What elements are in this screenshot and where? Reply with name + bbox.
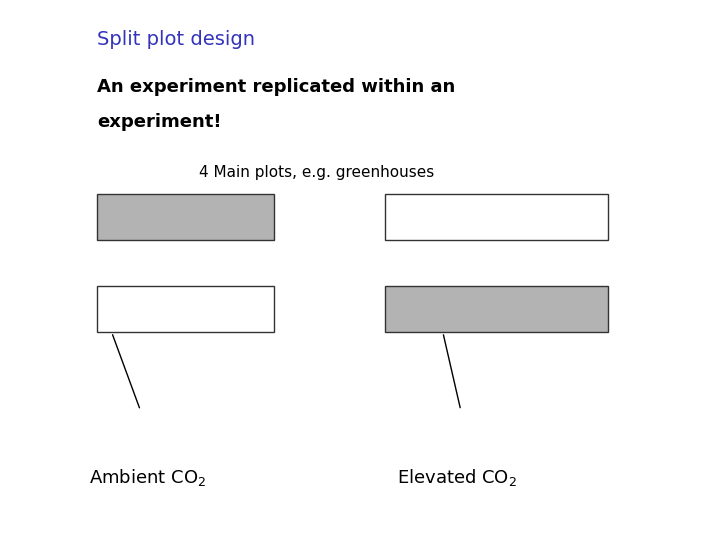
Text: Elevated CO$_2$: Elevated CO$_2$: [397, 467, 517, 488]
Bar: [385, 194, 608, 240]
Bar: [97, 286, 274, 332]
Text: An experiment replicated within an: An experiment replicated within an: [97, 78, 456, 96]
Text: experiment!: experiment!: [97, 113, 222, 131]
Bar: [97, 194, 274, 240]
Text: Split plot design: Split plot design: [97, 30, 255, 49]
Bar: [385, 286, 608, 332]
Text: Ambient CO$_2$: Ambient CO$_2$: [89, 467, 206, 488]
Text: 4 Main plots, e.g. greenhouses: 4 Main plots, e.g. greenhouses: [199, 165, 434, 180]
